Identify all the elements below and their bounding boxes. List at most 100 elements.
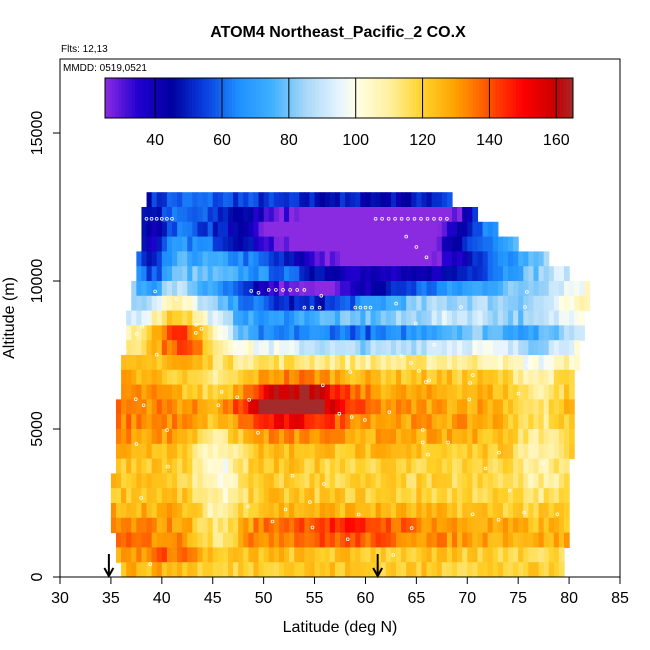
heatmap-cell bbox=[299, 503, 305, 519]
heatmap-cell bbox=[146, 295, 153, 312]
heatmap-cell bbox=[228, 295, 234, 312]
heatmap-cell bbox=[518, 281, 524, 297]
heatmap-cell bbox=[177, 310, 183, 326]
heatmap-cell bbox=[518, 488, 524, 504]
heatmap-cell bbox=[182, 340, 188, 356]
heatmap-cell bbox=[116, 414, 122, 430]
x-tick-label: 45 bbox=[204, 590, 222, 607]
heatmap-cell bbox=[426, 488, 433, 504]
heatmap-cell bbox=[202, 325, 209, 341]
heatmap-cell bbox=[187, 384, 193, 400]
heatmap-cell bbox=[273, 369, 280, 386]
heatmap-cell bbox=[345, 399, 351, 415]
heatmap-cell bbox=[177, 192, 183, 208]
heatmap-cell bbox=[477, 399, 484, 415]
heatmap-cell bbox=[467, 532, 473, 548]
heatmap-cell bbox=[161, 399, 168, 415]
heatmap-cell bbox=[238, 295, 244, 312]
heatmap-cell bbox=[228, 547, 234, 563]
heatmap-cell bbox=[385, 266, 392, 282]
heatmap-cell bbox=[564, 473, 570, 489]
heatmap-cell bbox=[365, 562, 372, 577]
heatmap-cell bbox=[334, 503, 341, 519]
heatmap-cell bbox=[309, 295, 316, 312]
heatmap-cell bbox=[543, 473, 550, 489]
heatmap-cell bbox=[238, 458, 244, 474]
heatmap-cell bbox=[431, 399, 438, 415]
heatmap-cell bbox=[156, 562, 163, 577]
heatmap-cell bbox=[385, 429, 392, 445]
heatmap-cell bbox=[319, 532, 326, 548]
heatmap-cell bbox=[472, 517, 479, 534]
heatmap-cell bbox=[462, 517, 468, 534]
heatmap-cell bbox=[299, 221, 305, 238]
heatmap-cell bbox=[243, 488, 249, 504]
heatmap-cell bbox=[166, 399, 173, 415]
heatmap-cell bbox=[222, 355, 229, 371]
heatmap-cell bbox=[243, 532, 249, 548]
colorbar-swatch bbox=[442, 78, 447, 118]
heatmap-cell bbox=[421, 429, 428, 445]
heatmap-cell bbox=[324, 340, 331, 356]
heatmap-cell bbox=[172, 355, 178, 371]
heatmap-cell bbox=[161, 295, 168, 312]
heatmap-cell bbox=[350, 310, 356, 326]
heatmap-cell bbox=[492, 458, 499, 474]
heatmap-cell bbox=[314, 340, 321, 356]
heatmap-cell bbox=[202, 532, 209, 548]
observation-points bbox=[123, 217, 560, 566]
heatmap-cell bbox=[492, 369, 499, 386]
heatmap-cell bbox=[446, 369, 453, 386]
heatmap-cell bbox=[228, 325, 234, 341]
heatmap-cell bbox=[390, 251, 397, 267]
heatmap-cell bbox=[431, 488, 438, 504]
heatmap-cell bbox=[299, 295, 305, 312]
heatmap-cell bbox=[345, 458, 351, 474]
heatmap-cell bbox=[187, 266, 193, 282]
heatmap-cell bbox=[477, 310, 484, 326]
heatmap-cell bbox=[238, 429, 244, 445]
heatmap-cell bbox=[513, 295, 519, 312]
heatmap-cell bbox=[299, 562, 305, 577]
heatmap-cell bbox=[401, 488, 407, 504]
heatmap-cell bbox=[278, 340, 285, 356]
heatmap-cell bbox=[396, 399, 402, 415]
observation-point bbox=[432, 217, 436, 221]
colorbar-swatch bbox=[248, 78, 253, 118]
heatmap-cell bbox=[248, 369, 255, 386]
heatmap-cell bbox=[375, 517, 382, 534]
heatmap-cell bbox=[156, 281, 163, 297]
heatmap-cell bbox=[141, 281, 148, 297]
heatmap-cell bbox=[355, 429, 361, 445]
heatmap-cell bbox=[452, 355, 458, 371]
heatmap-cell bbox=[355, 517, 361, 534]
heatmap-cell bbox=[172, 295, 178, 312]
observation-point bbox=[373, 217, 378, 221]
heatmap-cell bbox=[513, 325, 519, 341]
heatmap-cell bbox=[238, 562, 244, 577]
heatmap-cell bbox=[228, 399, 234, 415]
heatmap-cell bbox=[253, 517, 260, 534]
heatmap-cell bbox=[151, 221, 158, 238]
heatmap-cell bbox=[390, 532, 397, 548]
heatmap-cell bbox=[161, 340, 168, 356]
heatmap-cell bbox=[284, 369, 290, 386]
heatmap-cell bbox=[172, 384, 178, 400]
heatmap-cell bbox=[528, 384, 535, 400]
heatmap-cell bbox=[528, 488, 535, 504]
colorbar-swatch bbox=[168, 78, 173, 118]
colorbar-swatch bbox=[502, 78, 507, 118]
heatmap-cell bbox=[151, 443, 158, 460]
heatmap-cell bbox=[523, 384, 529, 400]
colorbar-swatch bbox=[419, 78, 424, 118]
observation-point bbox=[483, 466, 488, 471]
heatmap-cell bbox=[136, 325, 143, 341]
heatmap-cell bbox=[141, 266, 148, 282]
heatmap-cell bbox=[263, 517, 270, 534]
heatmap-cell bbox=[385, 414, 392, 430]
heatmap-cell bbox=[182, 384, 188, 400]
heatmap-cell bbox=[467, 547, 473, 563]
heatmap-cell bbox=[421, 221, 428, 238]
colorbar-swatch bbox=[131, 78, 136, 118]
